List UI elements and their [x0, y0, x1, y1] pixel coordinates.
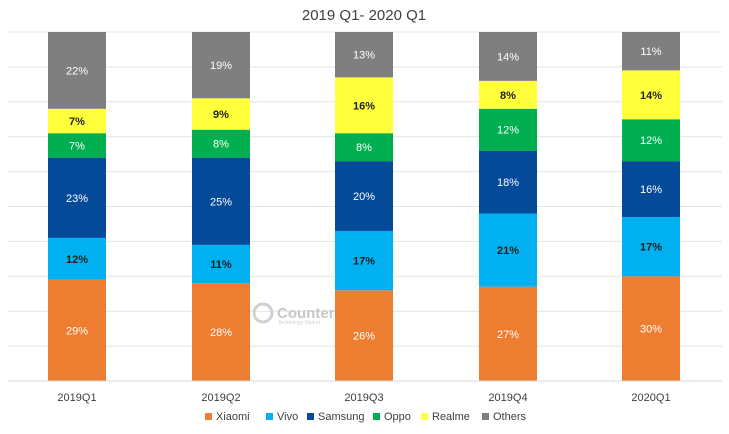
legend-swatch — [205, 413, 212, 420]
data-label-xiaomi-2019Q2: 28% — [210, 327, 232, 339]
bar-segment-oppo-2019Q3 — [335, 133, 393, 162]
data-label-vivo-2020Q1: 17% — [640, 242, 662, 254]
bar-segment-others-2020Q1 — [622, 32, 680, 71]
bar-segment-vivo-2019Q2 — [192, 244, 250, 284]
data-label-others-2019Q2: 19% — [210, 60, 232, 72]
bar-segment-vivo-2019Q4 — [479, 213, 537, 287]
data-label-oppo-2019Q2: 8% — [213, 139, 229, 151]
counterpoint-watermark: Counterp Technology Market — [252, 302, 344, 326]
chart-title: 2019 Q1- 2020 Q1 — [302, 7, 426, 24]
bar-segment-vivo-2019Q3 — [335, 230, 393, 291]
data-label-xiaomi-2019Q4: 27% — [497, 329, 519, 341]
bar-segment-vivo-2020Q1 — [622, 216, 680, 277]
bar-segment-oppo-2019Q2 — [192, 129, 250, 158]
legend-item-others: Others — [482, 411, 527, 423]
x-axis-ticks: 2019Q1 2019Q2 2019Q3 2019Q4 2020Q1 — [57, 392, 670, 404]
legend-swatch — [373, 413, 380, 420]
bar-segment-others-2019Q2 — [192, 32, 250, 99]
legend-item-vivo: Vivo — [266, 411, 298, 423]
bar-segment-samsung-2020Q1 — [622, 161, 680, 217]
bar-segment-xiaomi-2019Q4 — [479, 286, 537, 381]
data-label-xiaomi-2019Q3: 26% — [353, 331, 375, 343]
data-label-vivo-2019Q1: 12% — [66, 254, 88, 266]
x-tick-label: 2019Q1 — [57, 392, 96, 404]
bar-segment-realme-2019Q1 — [48, 108, 106, 134]
legend-item-realme: Realme — [421, 411, 470, 423]
bar-segment-samsung-2019Q1 — [48, 157, 106, 238]
data-label-others-2019Q4: 14% — [497, 51, 519, 63]
data-label-samsung-2019Q4: 18% — [497, 177, 519, 189]
data-label-oppo-2020Q1: 12% — [640, 135, 662, 147]
watermark-logo-icon — [252, 302, 274, 324]
bar-stack-2019Q4: 27% 21% 18% 12% 8% 14% — [479, 32, 537, 381]
bar-segment-xiaomi-2019Q1 — [48, 279, 106, 381]
watermark-subtext: Technology Market — [278, 320, 321, 326]
data-label-vivo-2019Q4: 21% — [497, 245, 519, 257]
watermark-text: Counterp — [277, 305, 344, 322]
data-label-xiaomi-2019Q1: 29% — [66, 325, 88, 337]
bar-segment-samsung-2019Q3 — [335, 161, 393, 231]
bar-segment-realme-2020Q1 — [622, 70, 680, 120]
x-tick-label: 2019Q2 — [201, 392, 240, 404]
legend: Xiaomi Vivo Samsung Oppo Realme Others — [205, 411, 527, 423]
bar-segment-realme-2019Q2 — [192, 98, 250, 130]
bar-stack-2019Q2: 28% 11% 25% 8% 9% 19% — [192, 32, 250, 381]
data-label-realme-2020Q1: 14% — [640, 90, 662, 102]
data-label-realme-2019Q2: 9% — [213, 109, 229, 121]
bar-stack-2020Q1: 30% 17% 16% 12% 14% 11% — [622, 32, 680, 381]
bar-segment-others-2019Q3 — [335, 32, 393, 78]
data-label-realme-2019Q3: 16% — [353, 100, 375, 112]
bar-segment-xiaomi-2019Q3 — [335, 290, 393, 381]
data-label-realme-2019Q4: 8% — [500, 90, 516, 102]
legend-label: Samsung — [318, 411, 364, 423]
x-tick-label: 2020Q1 — [631, 392, 670, 404]
bar-segment-oppo-2019Q1 — [48, 133, 106, 158]
bar-stack-2019Q1: 29% 12% 23% 7% 7% 22% — [48, 32, 106, 381]
bar-segment-others-2019Q1 — [48, 32, 106, 109]
legend-label: Realme — [432, 411, 470, 423]
bar-segment-xiaomi-2020Q1 — [622, 276, 680, 381]
data-label-samsung-2019Q1: 23% — [66, 193, 88, 205]
data-label-realme-2019Q1: 7% — [69, 116, 85, 128]
legend-label: Others — [493, 411, 527, 423]
bar-segment-others-2019Q4 — [479, 32, 537, 81]
data-label-vivo-2019Q3: 17% — [353, 256, 375, 268]
bar-segment-vivo-2019Q1 — [48, 237, 106, 280]
data-label-oppo-2019Q1: 7% — [69, 140, 85, 152]
data-label-samsung-2020Q1: 16% — [640, 184, 662, 196]
data-label-vivo-2019Q2: 11% — [210, 259, 232, 271]
legend-item-oppo: Oppo — [373, 411, 411, 423]
bar-segment-samsung-2019Q2 — [192, 157, 250, 245]
bar-segment-oppo-2020Q1 — [622, 119, 680, 162]
legend-label: Xiaomi — [216, 411, 250, 423]
data-label-others-2020Q1: 11% — [640, 46, 661, 58]
data-label-others-2019Q1: 22% — [66, 65, 88, 77]
x-tick-label: 2019Q3 — [344, 392, 383, 404]
bars: 29% 12% 23% 7% 7% 22% 28% 11% 25% 8% 9% 19% 26% 17% 20… — [48, 32, 680, 381]
legend-swatch — [421, 413, 428, 420]
bar-segment-realme-2019Q3 — [335, 77, 393, 134]
bar-segment-oppo-2019Q4 — [479, 108, 537, 151]
data-label-oppo-2019Q4: 12% — [497, 125, 519, 137]
legend-item-xiaomi: Xiaomi — [205, 411, 250, 423]
bar-segment-realme-2019Q4 — [479, 80, 537, 109]
x-tick-label: 2019Q4 — [488, 392, 527, 404]
legend-label: Vivo — [277, 411, 298, 423]
data-label-xiaomi-2020Q1: 30% — [640, 324, 662, 336]
bar-stack-2019Q3: 26% 17% 20% 8% 16% 13% — [335, 32, 393, 381]
legend-swatch — [266, 413, 273, 420]
data-label-samsung-2019Q2: 25% — [210, 196, 232, 208]
bar-segment-xiaomi-2019Q2 — [192, 283, 250, 381]
legend-swatch — [307, 413, 314, 420]
legend-label: Oppo — [384, 411, 411, 423]
data-label-oppo-2019Q3: 8% — [356, 142, 372, 154]
data-label-others-2019Q3: 13% — [353, 50, 375, 62]
bar-segment-samsung-2019Q4 — [479, 150, 537, 214]
legend-item-samsung: Samsung — [307, 411, 364, 423]
data-label-samsung-2019Q3: 20% — [353, 191, 375, 203]
legend-swatch — [482, 413, 489, 420]
